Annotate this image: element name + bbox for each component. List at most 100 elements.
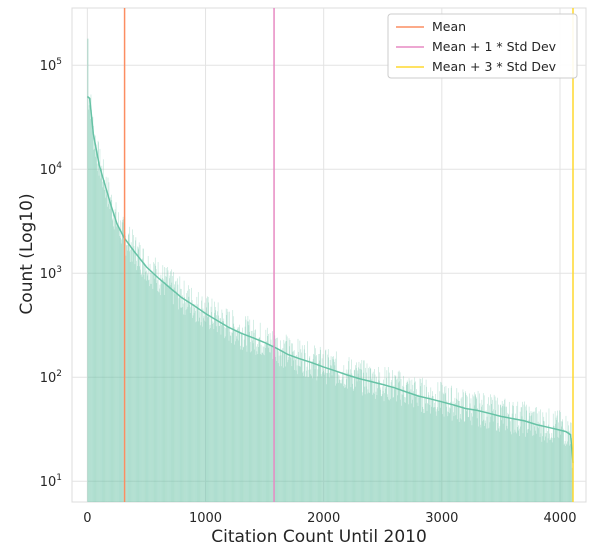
histogram-bar	[165, 267, 167, 502]
histogram-bar	[431, 406, 433, 502]
histogram-bar	[87, 38, 88, 502]
histogram-bar	[373, 392, 374, 502]
histogram-bar	[525, 404, 527, 502]
histogram-bar	[234, 344, 235, 502]
histogram-bar	[514, 429, 516, 502]
histogram-bar	[264, 344, 266, 502]
histogram-bar	[305, 376, 306, 502]
histogram-bar	[174, 294, 176, 502]
histogram-bar	[490, 394, 491, 502]
histogram-bar	[178, 298, 180, 502]
histogram-bar	[289, 339, 291, 502]
histogram-bar	[466, 411, 468, 502]
histogram-bar	[287, 359, 289, 502]
histogram-bar	[422, 406, 424, 502]
histogram-bar	[407, 382, 408, 502]
x-tick-label: 0	[83, 511, 91, 526]
histogram-bar	[251, 351, 252, 502]
histogram-bar	[190, 304, 192, 502]
histogram-bar	[546, 442, 548, 502]
histogram-bar	[243, 339, 245, 502]
histogram-bar	[404, 397, 405, 502]
histogram-bar	[238, 340, 239, 502]
histogram-bar	[283, 367, 284, 502]
histogram-bar	[543, 421, 545, 502]
histogram-bar	[482, 421, 484, 502]
histogram-bar	[531, 412, 533, 502]
histogram-bar	[304, 345, 305, 502]
histogram-bar	[188, 296, 190, 502]
histogram-bar	[399, 381, 400, 502]
histogram-bar	[238, 327, 240, 502]
histogram-bar	[538, 428, 539, 502]
histogram-bar	[541, 441, 543, 502]
histogram-bar	[519, 436, 520, 502]
histogram-bar	[156, 280, 158, 502]
histogram-bar	[240, 349, 242, 502]
histogram-bar	[200, 322, 202, 502]
histogram-bar	[149, 286, 150, 502]
histogram-bar	[329, 359, 331, 502]
histogram-bar	[191, 300, 193, 502]
histogram-bar	[409, 391, 410, 502]
histogram-bar	[283, 339, 285, 502]
histogram-bar	[361, 359, 363, 502]
histogram-bar	[485, 410, 487, 502]
histogram-bar	[369, 366, 371, 502]
histogram-bar	[170, 285, 172, 502]
histogram-bar	[539, 436, 541, 502]
histogram-bar	[544, 440, 546, 502]
histogram-bar	[433, 407, 435, 502]
histogram-bar	[368, 392, 370, 502]
histogram-bar	[560, 412, 561, 502]
histogram-bar	[492, 399, 494, 502]
histogram-bar	[215, 326, 217, 502]
histogram-bar	[125, 255, 127, 502]
histogram-bar	[224, 336, 226, 502]
histogram-bar	[134, 250, 135, 502]
histogram-bar	[419, 378, 421, 502]
histogram-bar	[201, 296, 203, 502]
histogram-bar	[298, 365, 300, 502]
histogram-bar	[567, 421, 569, 502]
histogram-bar	[334, 365, 336, 502]
x-tick-label: 4000	[543, 511, 576, 526]
histogram-bar	[95, 156, 96, 502]
histogram-bar	[498, 404, 499, 502]
histogram-bar	[421, 382, 423, 502]
histogram-bar	[315, 356, 317, 502]
histogram-bar	[90, 94, 92, 502]
histogram-bar	[378, 379, 380, 502]
histogram-bar	[222, 321, 224, 502]
histogram-bar	[137, 247, 139, 502]
histogram-bar	[374, 374, 376, 502]
histogram-bar	[162, 279, 164, 502]
histogram-bar	[480, 427, 482, 502]
histogram-bar	[178, 309, 179, 502]
histogram-bar	[405, 397, 407, 502]
histogram-bar	[320, 374, 322, 502]
histogram-bar	[535, 407, 537, 502]
histogram-bar	[323, 369, 325, 502]
histogram-bar	[308, 377, 309, 502]
histogram-bar	[550, 438, 551, 502]
histogram-bar	[141, 276, 143, 502]
histogram-bar	[186, 308, 188, 502]
histogram-bar	[547, 431, 548, 502]
histogram-bar	[502, 423, 504, 502]
histogram-bar	[99, 165, 100, 502]
histogram-bar	[454, 397, 456, 502]
histogram-bar	[418, 397, 420, 502]
histogram-bar	[491, 397, 493, 502]
histogram-bar	[478, 426, 479, 502]
histogram-bar	[444, 386, 445, 502]
x-tick-label: 2000	[307, 511, 340, 526]
histogram-bar	[461, 397, 463, 502]
histogram-bar	[105, 197, 106, 502]
histogram-bar	[335, 358, 337, 502]
histogram-bar	[442, 392, 444, 502]
histogram-bar	[465, 391, 466, 502]
histogram-bar	[304, 353, 306, 502]
histogram-bar	[154, 278, 156, 502]
histogram-bar	[440, 381, 442, 502]
